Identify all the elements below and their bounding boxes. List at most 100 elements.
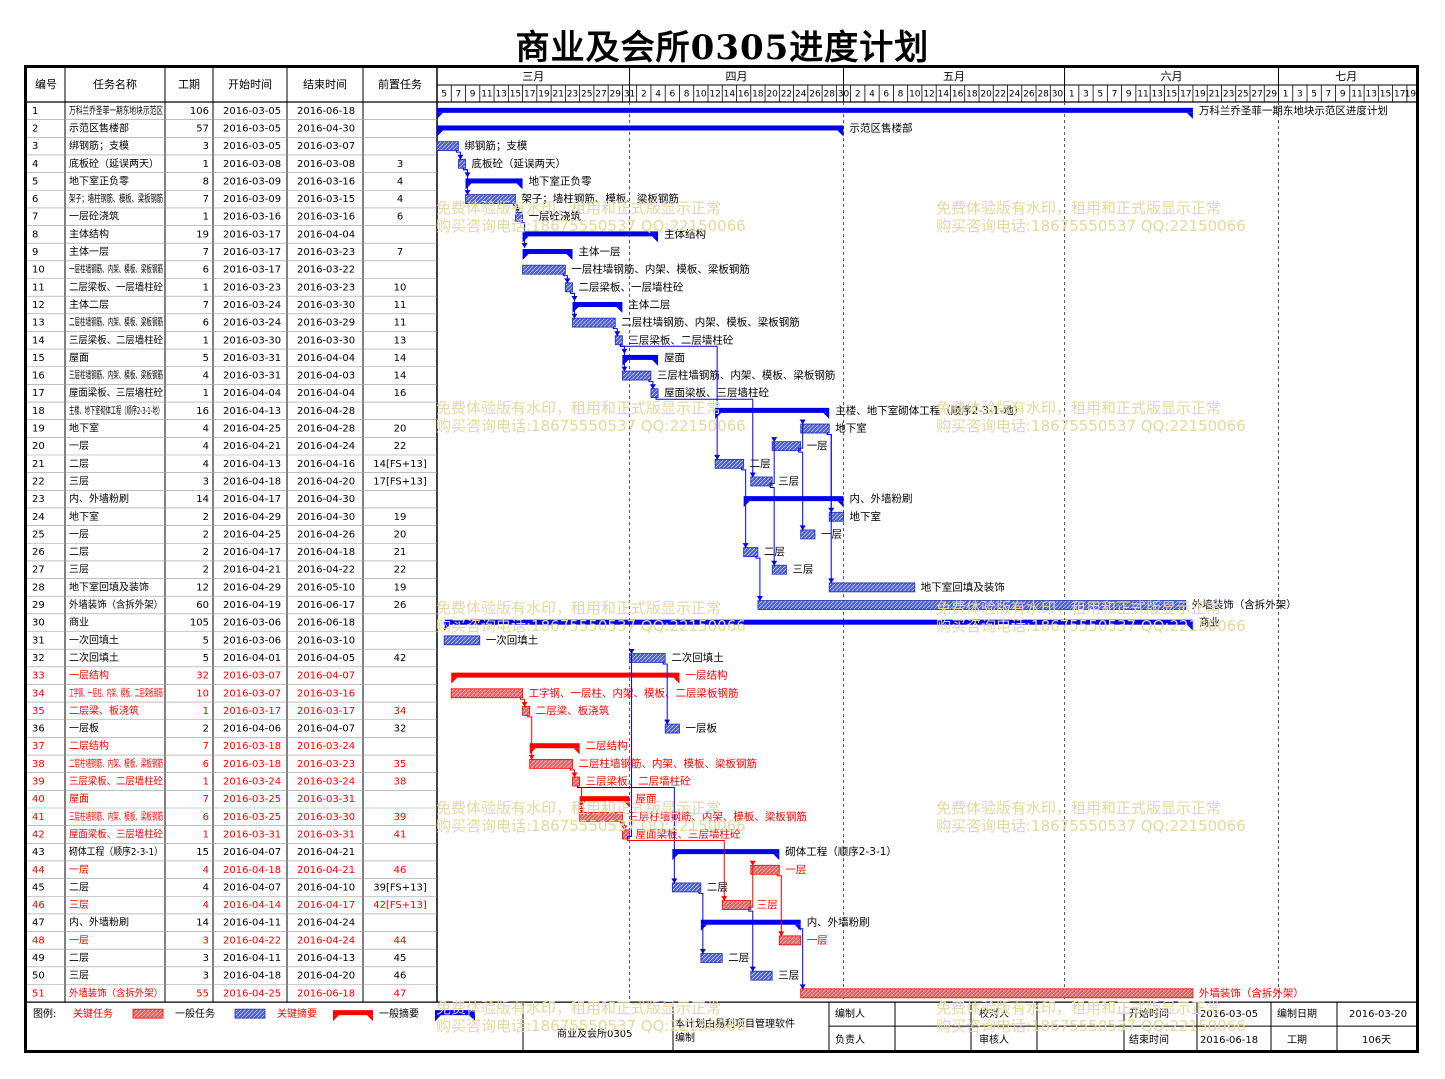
task-bar xyxy=(750,970,773,981)
dependency-line xyxy=(569,291,575,319)
day-label: 10 xyxy=(909,90,921,100)
bar-label: 主体二层 xyxy=(628,299,670,311)
task-name: 二层梁、板浇筑 xyxy=(69,704,139,717)
month-label: 四月 xyxy=(726,70,748,83)
task-name: 一层砼浇筑 xyxy=(69,210,119,223)
day-label: 19 xyxy=(1194,90,1206,100)
dependency-arrow xyxy=(749,966,756,972)
task-end: 2016-03-24 xyxy=(297,777,355,788)
dependency-arrow xyxy=(778,931,785,937)
task-bar xyxy=(743,547,759,557)
bar-label: 二层柱墙钢筋、内架、模板、梁板钢筋 xyxy=(621,316,800,329)
dependency-arrow xyxy=(699,949,706,955)
task-predecessor: 42 xyxy=(394,653,407,664)
task-bar xyxy=(622,829,630,840)
summary-bar xyxy=(579,796,630,802)
footer-label: 负责人 xyxy=(835,1033,865,1046)
summary-bar-end xyxy=(837,130,844,137)
page-title: 商业及会所0305进度计划 xyxy=(515,28,930,68)
dependency-arrow xyxy=(664,719,671,725)
watermark: 免费体验版有水印，租用和正式版显示正常 购买咨询电话:18675550537 QQ… xyxy=(436,799,746,835)
summary-bar xyxy=(437,107,1193,113)
day-label: 27 xyxy=(595,90,606,100)
day-label: 5 xyxy=(441,90,447,100)
bar-label: 主体一层 xyxy=(578,246,620,258)
bar-label: 示范区售楼部 xyxy=(849,121,912,134)
task-end: 2016-04-24 xyxy=(297,441,355,452)
task-start: 2016-04-22 xyxy=(223,935,281,946)
task-end: 2016-04-20 xyxy=(297,971,355,982)
summary-bar-end xyxy=(522,236,529,243)
day-label: 28 xyxy=(823,90,835,100)
day-label: 2 xyxy=(855,90,861,100)
task-start: 2016-03-07 xyxy=(223,671,281,682)
task-id: 6 xyxy=(32,194,38,205)
task-start: 2016-04-06 xyxy=(223,724,281,735)
dependency-line xyxy=(520,220,526,249)
task-bar xyxy=(800,423,830,434)
task-end: 2016-03-23 xyxy=(297,282,355,293)
month-label: 七月 xyxy=(1335,70,1357,83)
task-bar xyxy=(800,988,1194,999)
summary-bar-end xyxy=(794,924,801,931)
task-end: 2016-03-23 xyxy=(297,759,355,770)
task-duration: 32 xyxy=(196,671,209,682)
task-name: 一层 xyxy=(69,528,89,540)
task-id: 47 xyxy=(32,918,45,929)
day-label: 24 xyxy=(795,90,807,100)
task-start: 2016-03-25 xyxy=(223,812,281,823)
summary-bar-end xyxy=(700,924,707,931)
dependency-arrow xyxy=(799,419,806,425)
watermark: 免费体验版有水印，租用和正式版显示正常 购买咨询电话:18675550537 QQ… xyxy=(436,399,746,435)
task-duration: 7 xyxy=(203,741,209,752)
day-label: 26 xyxy=(1023,90,1035,100)
task-start: 2016-03-05 xyxy=(223,123,281,134)
day-label: 2 xyxy=(641,90,647,100)
task-end: 2016-04-07 xyxy=(297,724,355,735)
task-start: 2016-04-13 xyxy=(223,406,281,417)
task-name: 工字钢、一层柱、内架、模板、二层梁板钢筋 xyxy=(69,686,163,699)
task-name: 二层 xyxy=(69,881,89,893)
task-duration: 4 xyxy=(203,424,209,435)
summary-bar-end xyxy=(437,112,443,119)
task-id: 40 xyxy=(32,794,45,805)
task-end: 2016-04-30 xyxy=(297,512,355,523)
bar-label: 三层梁板、二层墙柱砼 xyxy=(586,775,691,788)
dependency-arrow xyxy=(621,366,628,372)
task-name: 底板砼（延误两天） xyxy=(69,157,159,170)
task-id: 35 xyxy=(32,706,45,717)
task-bar xyxy=(436,141,459,152)
dependency-arrow xyxy=(464,190,471,196)
task-duration: 2 xyxy=(203,529,209,540)
task-id: 18 xyxy=(32,406,45,417)
task-duration: 2 xyxy=(203,512,209,523)
day-label: 30 xyxy=(838,90,850,100)
bar-label: 架子；墙柱钢筋、模板、梁板钢筋 xyxy=(521,192,679,205)
summary-bar-end xyxy=(616,306,623,313)
bar-label: 二层 xyxy=(728,952,749,964)
task-duration: 6 xyxy=(203,318,209,329)
dependency-line xyxy=(698,891,704,955)
task-predecessor: 35 xyxy=(394,759,407,770)
task-end: 2016-03-24 xyxy=(297,741,355,752)
bar-label: 万科兰乔圣菲一期东地块示范区进度计划 xyxy=(1199,104,1388,117)
task-predecessor: 20 xyxy=(394,424,407,435)
task-name: 外墙装饰（含拆外架） xyxy=(69,598,163,611)
bar-label: 三层梁板、二层墙柱砼 xyxy=(628,333,733,346)
task-end: 2016-06-18 xyxy=(297,618,355,629)
bar-label: 一次回填土 xyxy=(486,633,539,646)
dependency-line xyxy=(463,167,469,196)
task-end: 2016-03-30 xyxy=(297,300,355,311)
day-label: 12 xyxy=(709,90,720,100)
task-name: 内、外墙粉刷 xyxy=(69,492,129,505)
summary-bar-end xyxy=(623,801,630,808)
task-predecessor: 45 xyxy=(394,953,407,964)
legend-normal-summary-swatch xyxy=(435,1010,475,1016)
day-label: 5 xyxy=(1311,90,1317,100)
task-end: 2016-03-16 xyxy=(297,688,355,699)
task-id: 41 xyxy=(32,812,45,823)
task-duration: 60 xyxy=(196,600,209,611)
dependency-line xyxy=(748,909,754,972)
dependency-arrow xyxy=(514,207,521,213)
task-id: 21 xyxy=(32,459,45,470)
